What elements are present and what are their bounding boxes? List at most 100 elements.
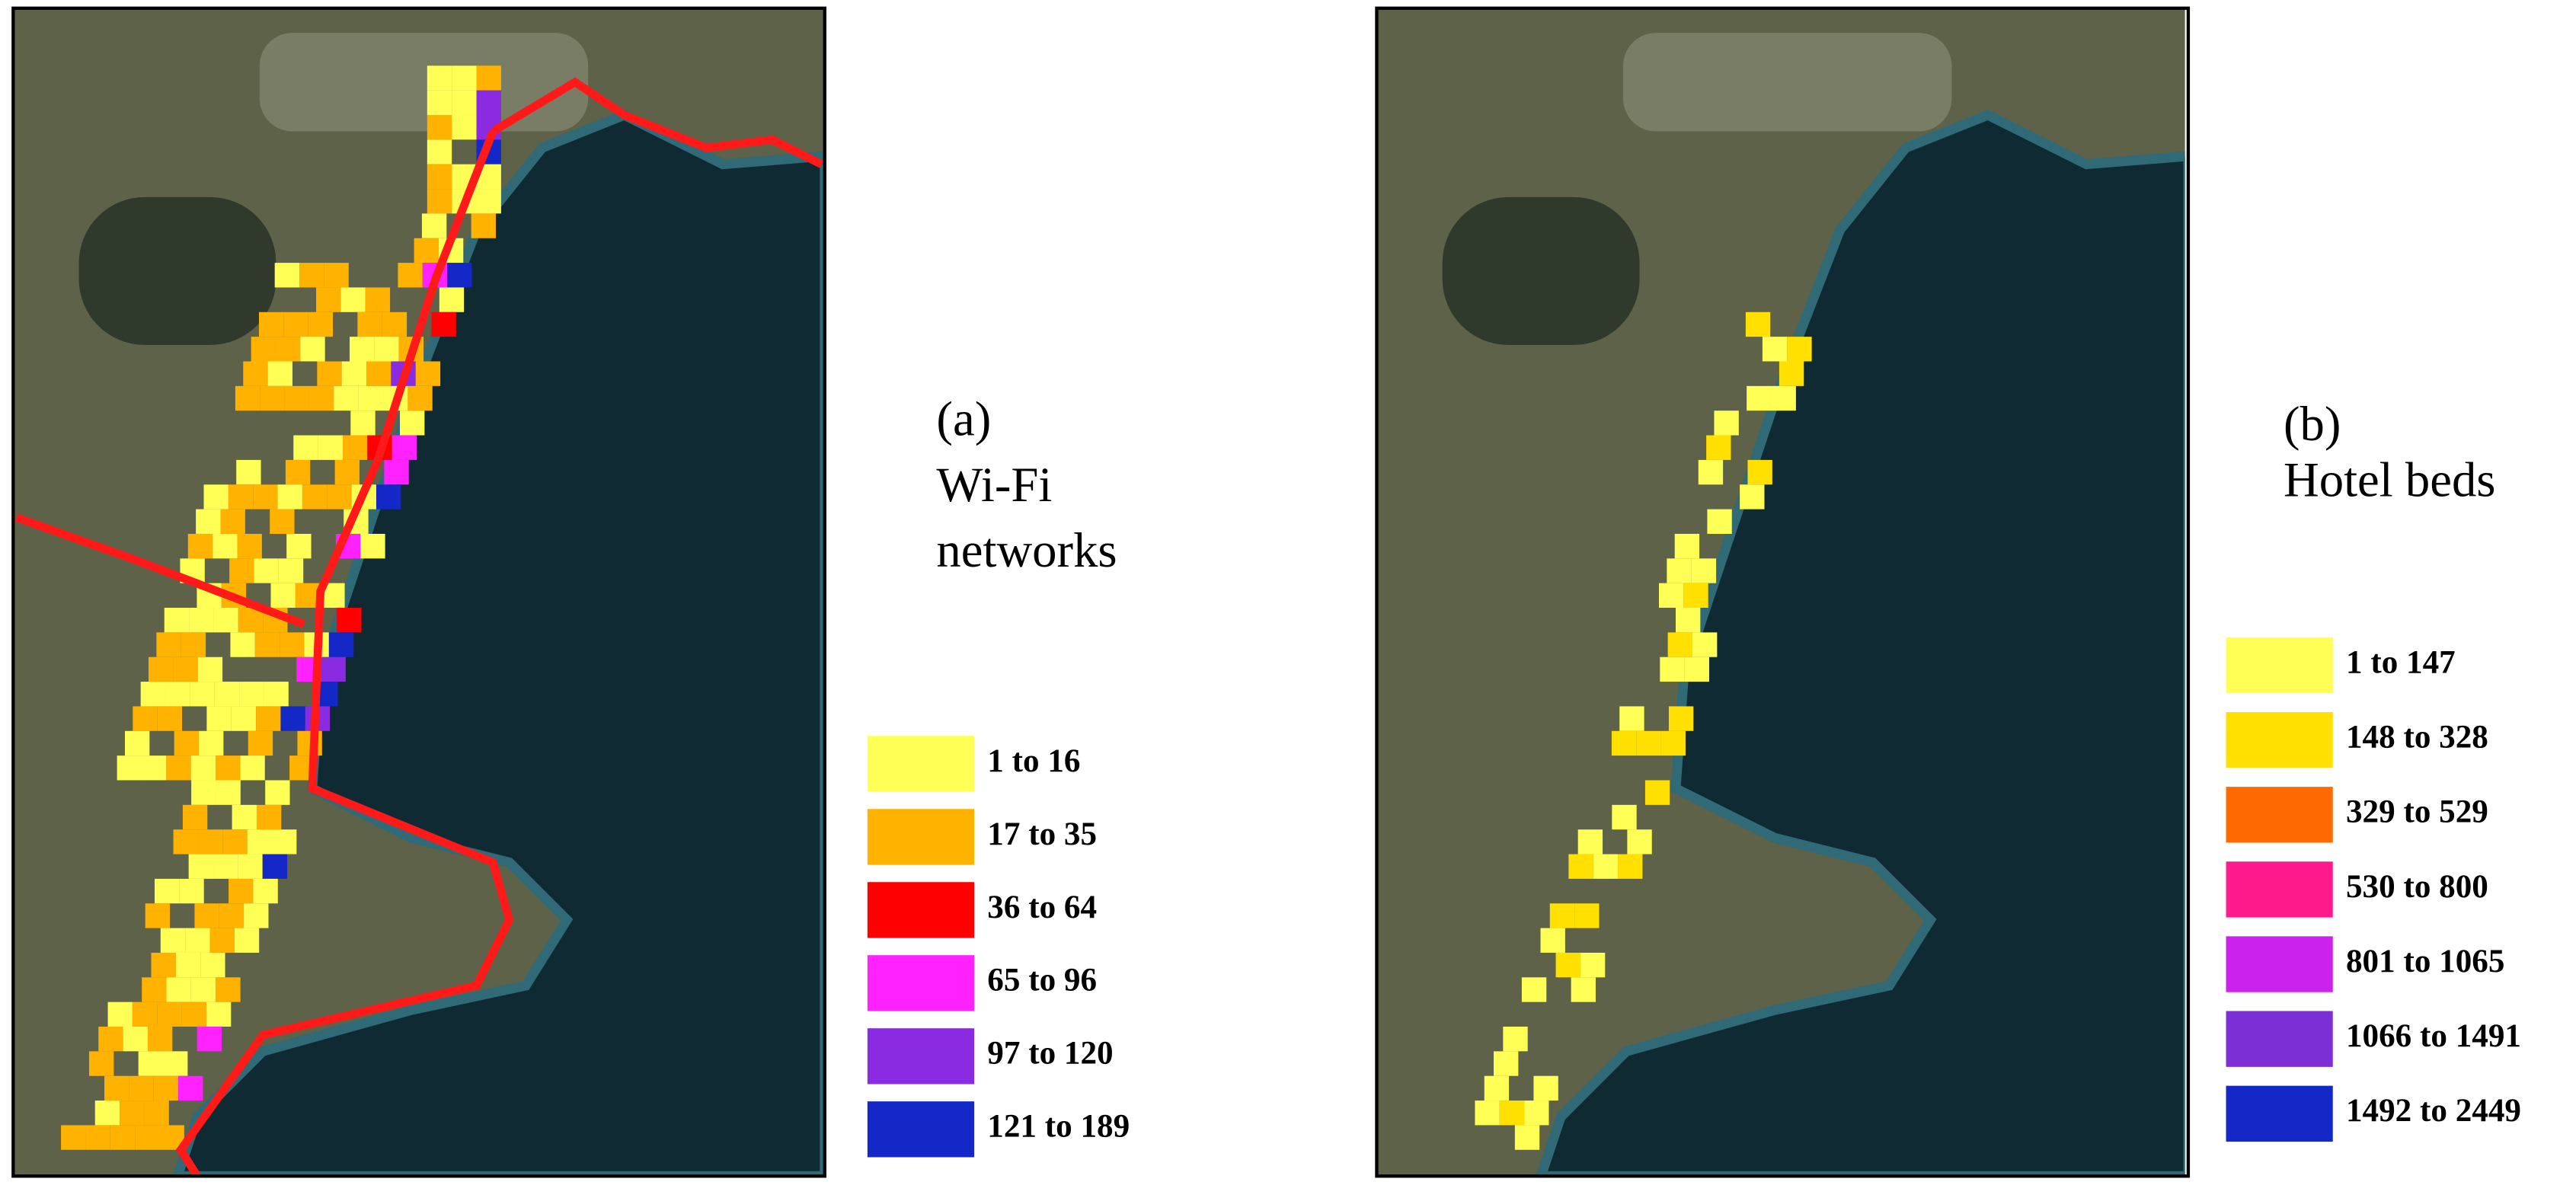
grid-cell <box>1618 854 1643 879</box>
grid-cell <box>1706 435 1731 460</box>
grid-cell <box>147 1027 173 1052</box>
grid-cell <box>151 952 176 978</box>
grid-cell <box>341 361 367 386</box>
legend-swatch <box>2226 1085 2333 1142</box>
grid-cell <box>1691 558 1717 583</box>
grid-cell <box>234 928 260 953</box>
grid-cell <box>238 608 264 633</box>
grid-cell <box>1771 385 1796 411</box>
grid-cell <box>94 1101 120 1126</box>
grid-cell <box>1619 706 1644 731</box>
grid-cell <box>1674 533 1700 559</box>
grid-cell <box>415 361 441 386</box>
grid-cell <box>337 608 362 633</box>
grid-cell <box>1611 730 1637 756</box>
grid-cell <box>213 533 238 559</box>
legend-label: 1 to 16 <box>987 743 1080 779</box>
legend-swatch <box>867 809 975 865</box>
grid-cell <box>318 435 343 460</box>
legend-swatch <box>2226 637 2333 694</box>
grid-cell <box>407 385 433 411</box>
grid-cell <box>302 484 328 510</box>
grid-cell <box>1503 1027 1528 1052</box>
grid-cell <box>256 706 281 731</box>
land-patch <box>1622 33 1952 132</box>
legend-swatch <box>2226 1011 2333 1067</box>
grid-cell <box>366 361 392 386</box>
grid-cell <box>135 1125 160 1150</box>
grid-cell <box>357 311 382 337</box>
grid-cell <box>1549 903 1575 928</box>
grid-cell <box>260 385 285 411</box>
grid-cell <box>264 682 289 707</box>
grid-cell <box>1524 1101 1549 1126</box>
grid-cell <box>256 804 282 830</box>
grid-cell <box>1660 657 1685 682</box>
boundary <box>14 513 305 628</box>
grid-cell <box>199 730 224 756</box>
map-frame <box>1375 6 2191 1178</box>
grid-cell <box>452 114 477 140</box>
legend-label: 801 to 1065 <box>2346 944 2504 979</box>
panel-label: (b) <box>2284 396 2341 451</box>
grid-cell <box>376 484 401 510</box>
legend-label: 17 to 35 <box>987 816 1097 852</box>
grid-cell <box>229 558 254 583</box>
map-frame <box>11 6 826 1178</box>
grid-cell <box>342 435 368 460</box>
grid-cell <box>392 435 417 460</box>
grid-cell <box>248 730 273 756</box>
grid-cell <box>334 459 360 485</box>
grid-cell <box>1533 1075 1558 1101</box>
grid-cell <box>1668 706 1694 731</box>
grid-cell <box>228 484 254 510</box>
grid-cell <box>253 484 278 510</box>
grid-cell <box>262 854 288 879</box>
grid-cell <box>219 903 244 928</box>
grid-cell <box>254 558 279 583</box>
legend-label: 36 to 64 <box>987 890 1097 925</box>
grid-cell <box>274 263 300 288</box>
grid-cell <box>1684 657 1710 682</box>
grid-cell <box>340 287 366 312</box>
grid-cell <box>1707 509 1732 534</box>
grid-cell <box>142 977 167 1002</box>
grid-cell <box>275 337 301 362</box>
grid-cell <box>164 608 190 633</box>
grid-cell <box>140 682 166 707</box>
grid-cell <box>439 287 465 312</box>
grid-cell <box>1499 1101 1525 1126</box>
grid-cell <box>243 361 268 386</box>
grid-cell <box>190 977 216 1002</box>
grid-cell <box>1692 632 1718 657</box>
grid-cell <box>360 533 385 559</box>
grid-cell <box>1787 337 1812 362</box>
grid-cell <box>247 829 273 855</box>
grid-cell <box>197 1027 222 1052</box>
grid-cell <box>421 213 447 238</box>
legend-label: 329 to 529 <box>2346 794 2488 830</box>
grid-cell <box>156 632 181 657</box>
grid-cell <box>61 1125 86 1150</box>
grid-cell <box>98 1027 123 1052</box>
grid-cell <box>1683 583 1708 609</box>
grid-cell <box>471 213 496 238</box>
grid-cell <box>286 533 312 559</box>
grid-cell <box>350 337 375 362</box>
grid-cell <box>427 114 452 140</box>
grid-cell <box>153 1075 179 1101</box>
grid-cell <box>117 756 142 781</box>
grid-cell <box>181 632 206 657</box>
grid-cell <box>431 311 456 337</box>
map-panel <box>13 8 825 1177</box>
grid-cell <box>175 952 201 978</box>
grid-cell <box>398 263 423 288</box>
grid-cell <box>107 1002 133 1027</box>
grid-cell <box>1660 730 1686 756</box>
grid-cell <box>270 509 295 534</box>
grid-cell <box>1745 311 1771 337</box>
grid-cell <box>328 632 354 657</box>
legend-label: 530 to 800 <box>2346 869 2488 905</box>
grid-cell <box>334 385 359 411</box>
grid-cell <box>216 756 241 781</box>
